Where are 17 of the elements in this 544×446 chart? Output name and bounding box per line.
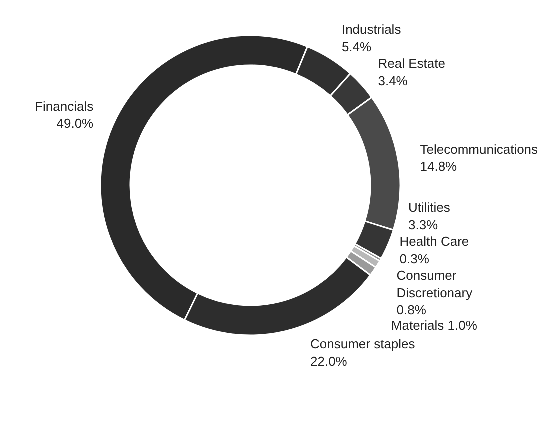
slice-label: Consumer Discretionary — [396, 268, 474, 300]
data-label: 0.8% — [396, 302, 427, 318]
slice-label: Consumer staples — [310, 336, 416, 352]
slice-label: Materials 1.0% — [391, 318, 478, 334]
slice-label: Utilities — [408, 200, 451, 216]
data-label: 5.4% — [342, 39, 372, 54]
data-label: 3.3% — [408, 217, 439, 232]
data-label: 22.0% — [310, 354, 348, 369]
data-label: 3.4% — [378, 73, 408, 88]
slice-label: Real Estate — [378, 56, 446, 72]
slice-label: Health Care — [400, 234, 470, 250]
data-label: 14.8% — [420, 159, 458, 174]
slice-label: Telecommunications — [420, 142, 539, 157]
data-label: 49.0% — [56, 116, 94, 132]
slice-label: Industrials — [342, 22, 402, 38]
data-label: 0.3% — [400, 251, 430, 266]
slice-label: Financials — [35, 98, 94, 114]
